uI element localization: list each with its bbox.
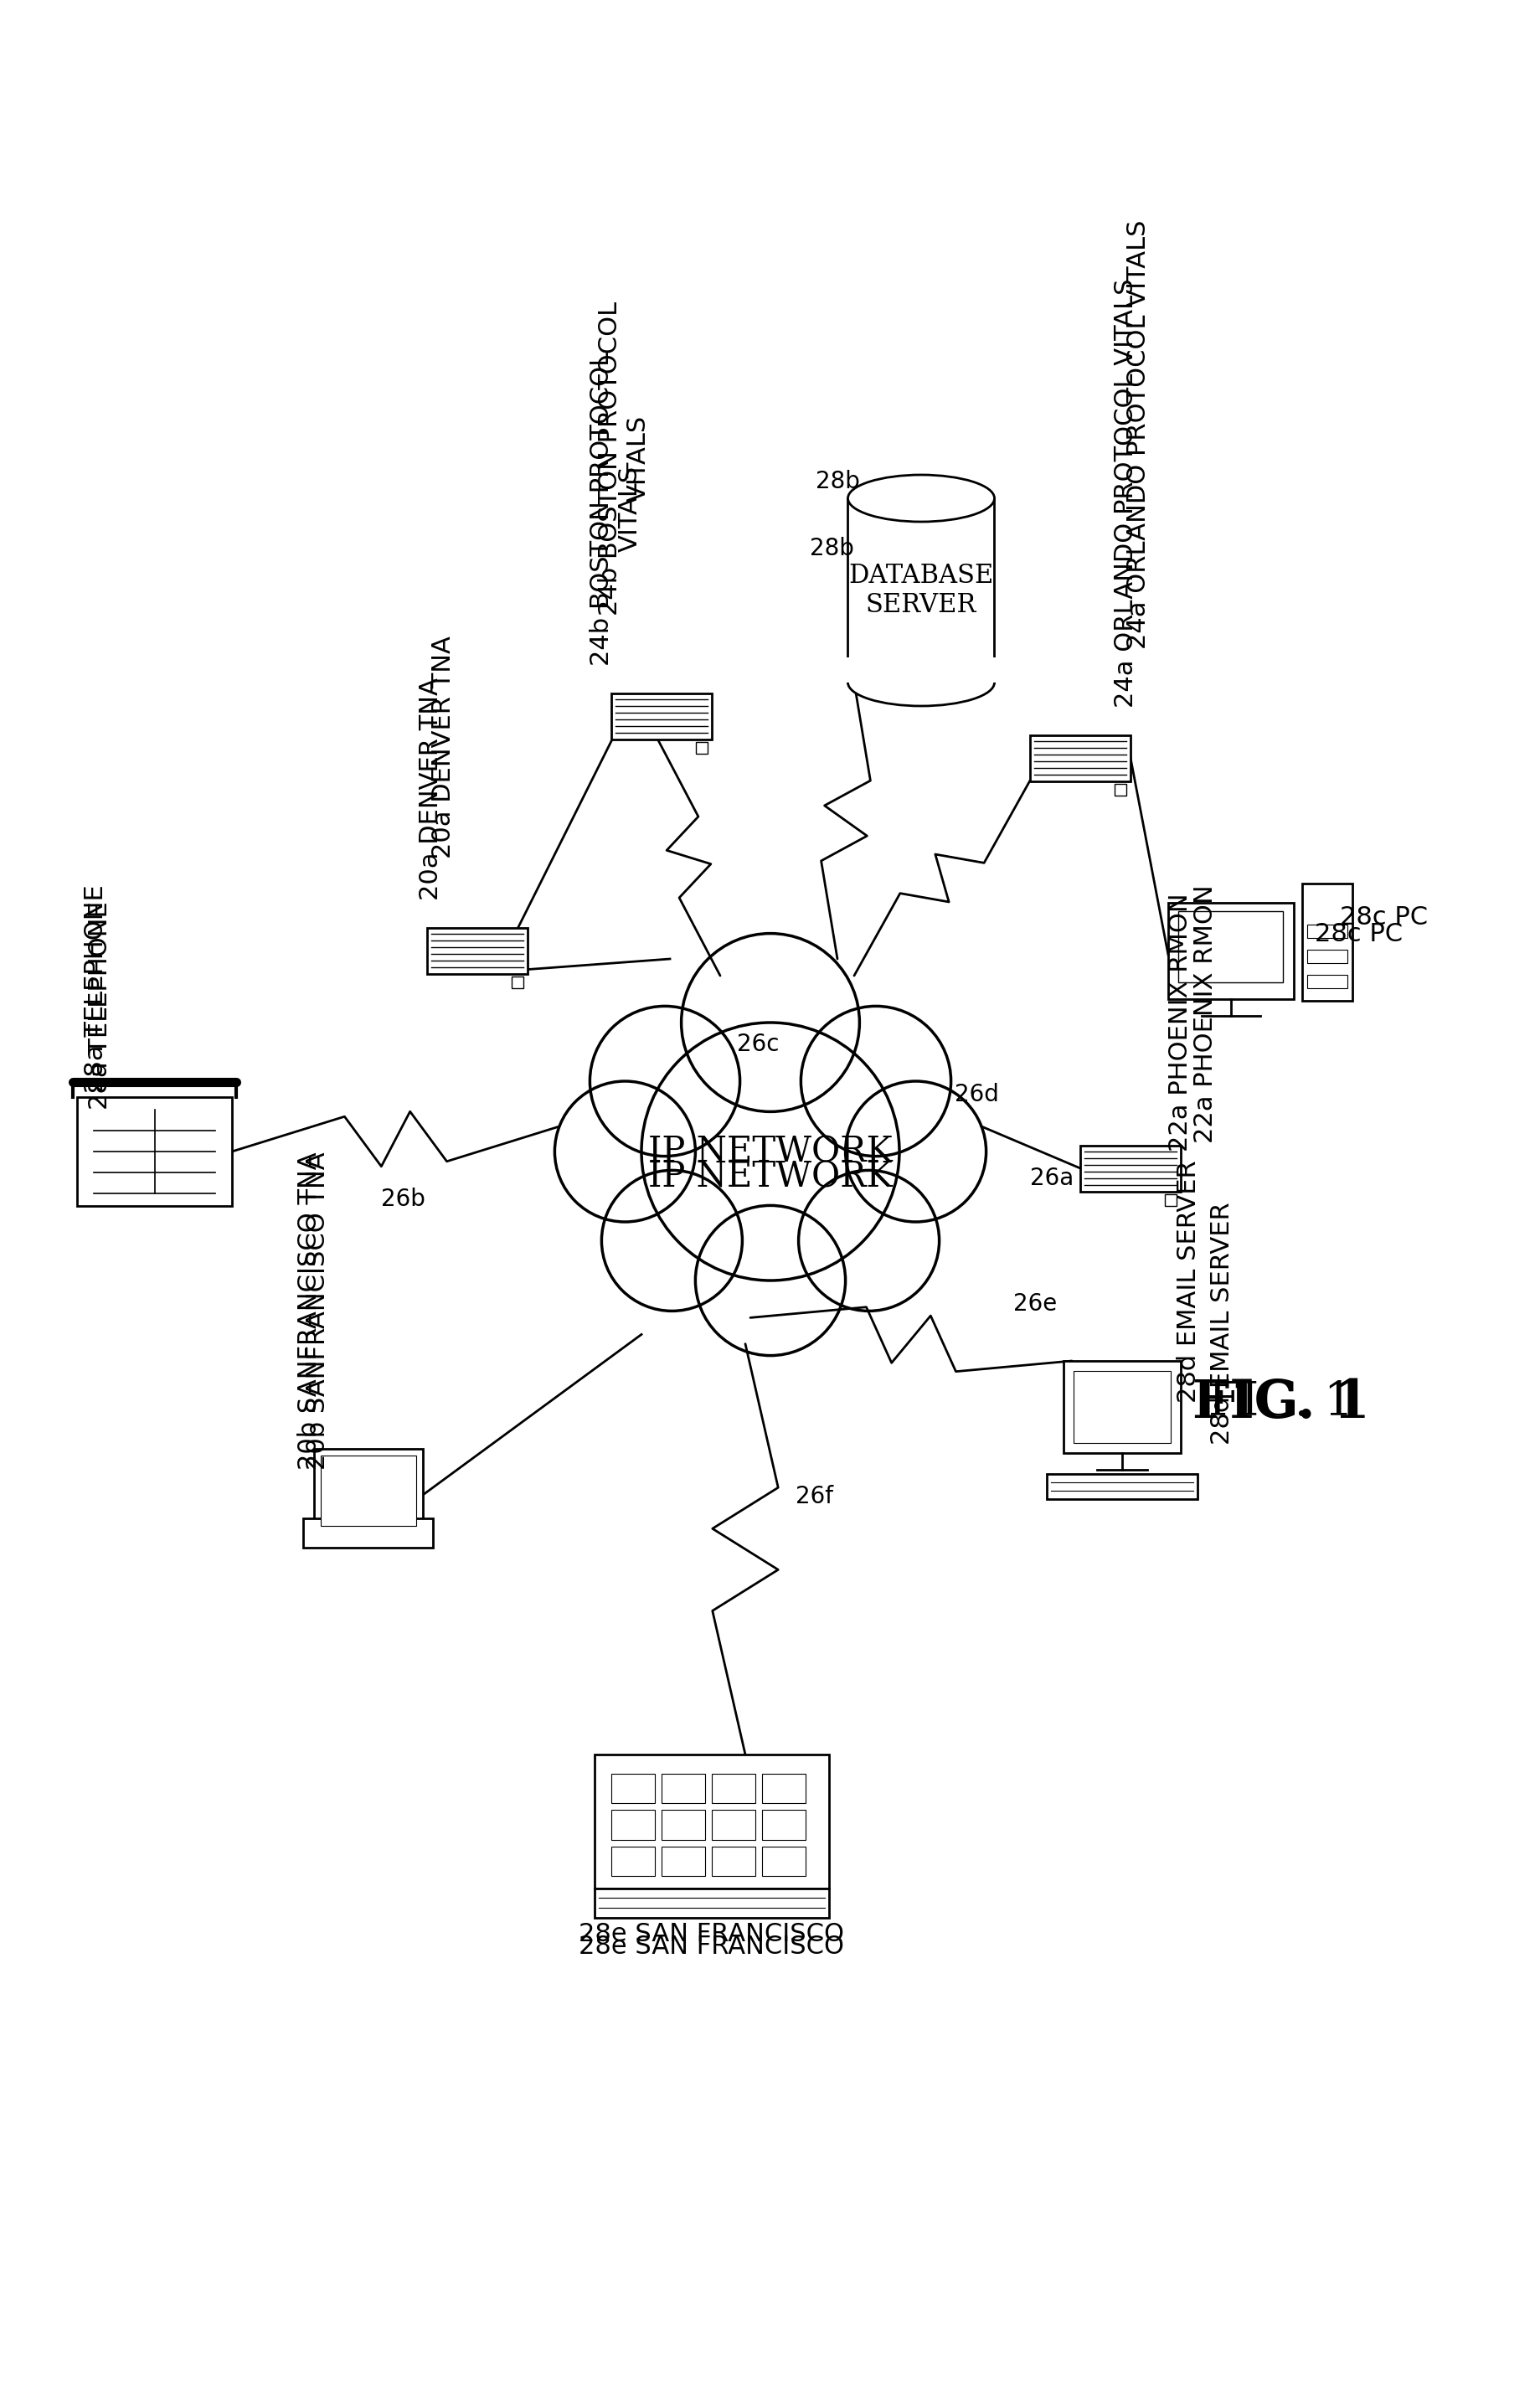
Text: 28c PC: 28c PC — [1315, 921, 1403, 947]
Bar — [711, 1810, 755, 1839]
Ellipse shape — [849, 476, 995, 521]
Bar — [303, 1518, 433, 1547]
Circle shape — [801, 1007, 952, 1157]
Text: 28d EMAIL SERVER: 28d EMAIL SERVER — [1210, 1203, 1235, 1444]
Bar — [1115, 784, 1126, 796]
Text: 26a: 26a — [1030, 1167, 1073, 1191]
Circle shape — [681, 932, 859, 1112]
Text: FIG. 1: FIG. 1 — [1192, 1377, 1371, 1427]
Text: IP NETWORK: IP NETWORK — [648, 1160, 893, 1193]
Bar — [77, 1097, 233, 1205]
Bar — [1047, 1473, 1198, 1499]
Text: 22a PHOENIX RMON: 22a PHOENIX RMON — [1169, 894, 1194, 1152]
Text: 20b SANFRANCISCO TNA: 20b SANFRANCISCO TNA — [306, 1152, 331, 1470]
Bar — [1073, 1370, 1170, 1444]
Bar — [1064, 1360, 1181, 1454]
Text: 28d EMAIL SERVER: 28d EMAIL SERVER — [1177, 1160, 1201, 1404]
Bar — [314, 1449, 424, 1533]
Bar — [1307, 976, 1348, 987]
Bar — [849, 497, 995, 681]
Text: 20a DENVER TNA: 20a DENVER TNA — [419, 677, 444, 901]
Bar — [511, 976, 524, 987]
Circle shape — [696, 1205, 845, 1356]
Bar — [611, 693, 711, 739]
Ellipse shape — [849, 660, 995, 705]
Bar — [611, 1846, 655, 1877]
Bar — [1303, 885, 1352, 1002]
Text: 24a ORLANDO PROTOCOL VITALS: 24a ORLANDO PROTOCOL VITALS — [1127, 220, 1150, 648]
Text: 24b BOSTON PROTOCOL
VITALS: 24b BOSTON PROTOCOL VITALS — [598, 301, 650, 614]
Text: 26b: 26b — [380, 1188, 425, 1210]
Bar — [1030, 734, 1130, 782]
Bar — [711, 1774, 755, 1803]
Text: 26c: 26c — [738, 1033, 779, 1057]
Bar — [662, 1774, 705, 1803]
Circle shape — [799, 1169, 939, 1310]
Circle shape — [642, 1023, 899, 1282]
Text: 28e SAN FRANCISCO: 28e SAN FRANCISCO — [579, 1934, 844, 1958]
Bar — [1307, 925, 1348, 937]
Bar — [845, 658, 996, 681]
Circle shape — [845, 1081, 986, 1222]
Bar — [662, 1846, 705, 1877]
Circle shape — [590, 1007, 739, 1157]
Bar — [611, 1810, 655, 1839]
Bar — [594, 1889, 829, 1918]
Bar — [427, 928, 528, 973]
Bar — [711, 1846, 755, 1877]
Text: 24b BOSTON PROTOCOL
VITALS: 24b BOSTON PROTOCOL VITALS — [590, 351, 642, 665]
Text: 20a DENVER TNA: 20a DENVER TNA — [431, 636, 456, 858]
Text: 22a PHOENIX RMON: 22a PHOENIX RMON — [1194, 885, 1218, 1143]
Text: 26f: 26f — [796, 1485, 833, 1509]
Text: 24a ORLANDO PROTOCOL VITALS: 24a ORLANDO PROTOCOL VITALS — [1113, 277, 1138, 708]
Text: 28b: 28b — [810, 538, 855, 559]
Bar — [1178, 911, 1283, 983]
Bar — [696, 741, 707, 753]
Text: 28a TELEPHONE: 28a TELEPHONE — [88, 901, 112, 1109]
Bar — [320, 1456, 416, 1525]
Text: 20b SANFRANCISCO TNA: 20b SANFRANCISCO TNA — [297, 1152, 322, 1470]
Bar — [1164, 1193, 1177, 1205]
Bar — [1307, 949, 1348, 964]
Bar — [762, 1774, 805, 1803]
Bar — [611, 1774, 655, 1803]
Bar — [1080, 1145, 1181, 1191]
Bar — [662, 1810, 705, 1839]
Bar — [594, 1755, 829, 1889]
Circle shape — [554, 1081, 696, 1222]
Text: 28b: 28b — [815, 469, 859, 493]
Bar — [1169, 901, 1294, 999]
Text: 26e: 26e — [1013, 1291, 1056, 1315]
Text: DATABASE
SERVER: DATABASE SERVER — [849, 562, 993, 619]
Text: IP NETWORK: IP NETWORK — [648, 1133, 893, 1169]
Bar — [762, 1810, 805, 1839]
Text: 26d: 26d — [955, 1083, 999, 1107]
Bar — [762, 1846, 805, 1877]
Circle shape — [602, 1169, 742, 1310]
Text: 28c PC: 28c PC — [1340, 904, 1428, 930]
Text: FIG. 1: FIG. 1 — [1209, 1380, 1354, 1425]
Text: 28a TELEPHONE: 28a TELEPHONE — [85, 885, 108, 1093]
Text: 28e SAN FRANCISCO: 28e SAN FRANCISCO — [579, 1922, 844, 1946]
